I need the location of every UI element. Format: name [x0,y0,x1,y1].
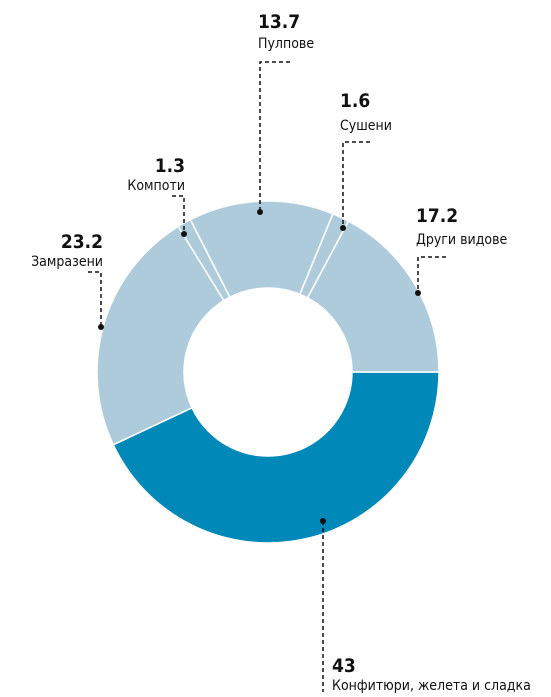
leader-dot [181,231,187,237]
category-label: Компоти [127,178,185,194]
value-label: 13.7 [258,11,300,33]
leader-line [172,195,185,234]
donut-slice [112,371,440,544]
value-label: 1.3 [155,155,185,177]
leader-line [417,256,446,293]
donut-slice [96,225,225,446]
category-label: Конфитюри, желета и сладка [332,678,531,694]
value-label: 1.6 [340,90,370,112]
category-label: Други видове [416,232,508,248]
leader-dot [320,518,326,524]
category-label: Сушени [340,118,392,134]
leader-dot [257,209,263,215]
value-label: 43 [332,655,356,677]
leader-dot [98,324,104,330]
leader-line [259,61,290,212]
leader-line [342,141,370,228]
value-label: 23.2 [61,231,103,253]
leader-dot [415,290,421,296]
leader-line [88,271,102,327]
leader-dot [340,225,346,231]
donut-slice [306,220,440,373]
category-label: Пулпове [258,36,314,52]
value-label: 17.2 [416,205,458,227]
category-label: Замразени [31,254,103,270]
